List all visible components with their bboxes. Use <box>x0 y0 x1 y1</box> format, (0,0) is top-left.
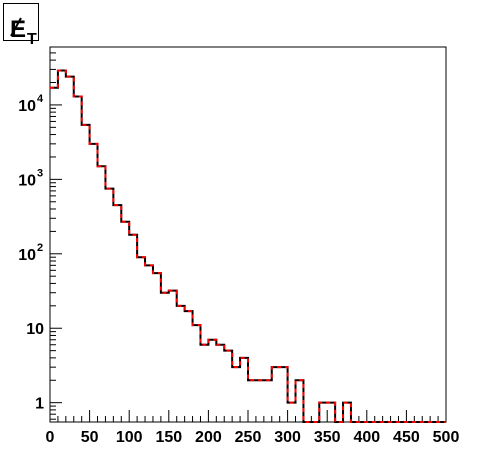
y-tick-label: 1 <box>35 396 44 413</box>
y-tick-exponent: 4 <box>37 93 44 105</box>
chart-title-main: E <box>10 16 27 43</box>
x-tick-label: 150 <box>155 429 182 446</box>
x-tick-label: 350 <box>314 429 341 446</box>
y-tick-exponent: 3 <box>37 167 43 179</box>
chart-title-subscript: T <box>27 31 37 48</box>
y-tick-label: 10 <box>18 247 36 264</box>
x-tick-label: 200 <box>195 429 222 446</box>
y-tick-label: 10 <box>26 321 44 338</box>
y-tick-label: 10 <box>18 172 36 189</box>
x-tick-label: 0 <box>46 429 55 446</box>
x-tick-label: 250 <box>235 429 262 446</box>
histogram-series-dashed <box>50 69 446 423</box>
x-tick-label: 300 <box>274 429 301 446</box>
x-tick-label: 100 <box>116 429 143 446</box>
x-tick-label: 50 <box>81 429 99 446</box>
x-tick-label: 500 <box>433 429 460 446</box>
x-tick-label: 400 <box>353 429 380 446</box>
y-tick-label: 10 <box>18 98 36 115</box>
chart-title-box: E T <box>3 3 39 48</box>
slash-glyph <box>10 17 22 37</box>
y-tick-exponent: 2 <box>37 242 43 254</box>
x-tick-label: 450 <box>393 429 420 446</box>
